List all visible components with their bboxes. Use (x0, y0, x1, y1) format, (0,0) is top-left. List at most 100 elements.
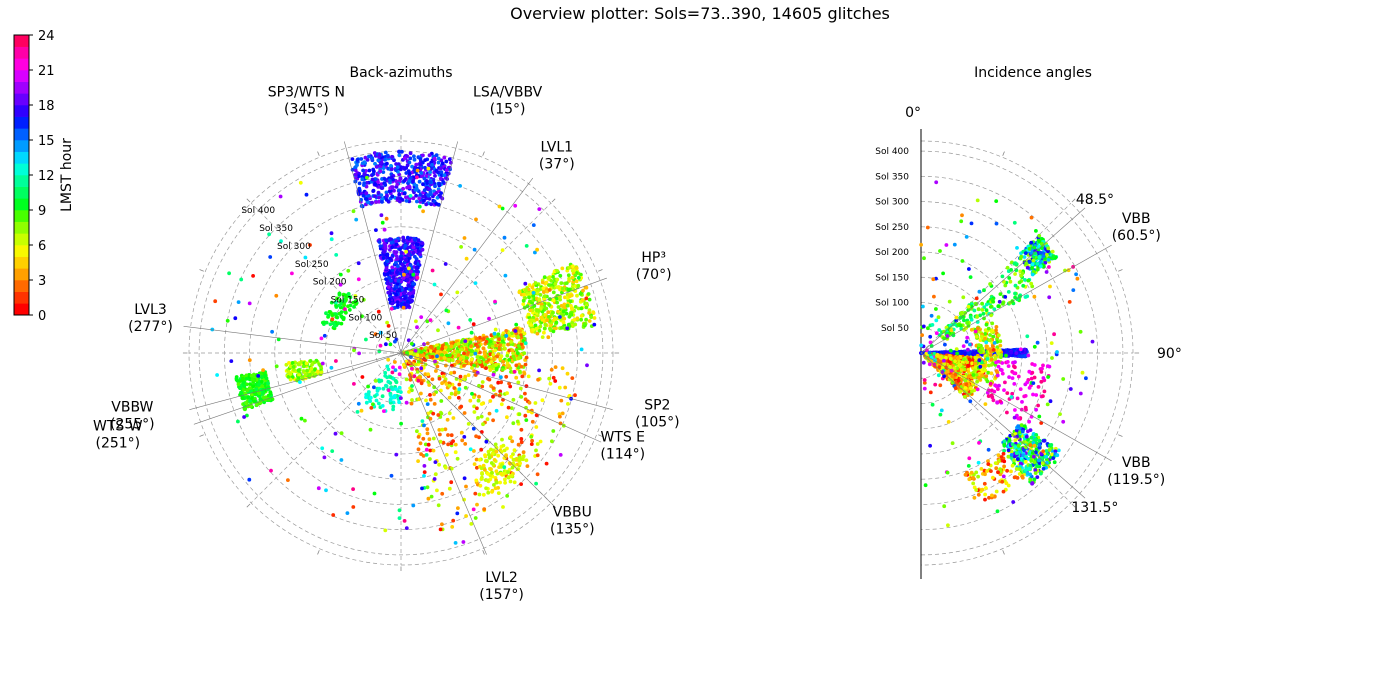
data-point (425, 181, 430, 186)
data-point (440, 371, 445, 376)
data-point (388, 248, 392, 252)
data-point (494, 366, 499, 371)
data-point (435, 195, 440, 200)
data-point (535, 247, 539, 252)
data-point (388, 398, 393, 403)
data-point (503, 480, 507, 485)
data-point (254, 382, 258, 387)
data-point (356, 401, 361, 406)
data-point (482, 507, 487, 511)
data-point (380, 186, 385, 191)
data-point (405, 263, 410, 267)
data-point (458, 357, 463, 361)
data-point (511, 354, 516, 359)
data-point (490, 451, 495, 456)
grid-circle (198, 150, 604, 556)
data-point (397, 516, 402, 520)
data-point (404, 249, 408, 254)
data-point (404, 195, 408, 200)
data-point (390, 265, 395, 270)
data-point (296, 368, 301, 373)
data-point (479, 355, 483, 360)
data-point (559, 304, 564, 308)
data-point (413, 187, 418, 192)
data-point (984, 302, 989, 307)
data-point (440, 161, 445, 166)
data-point (383, 273, 387, 277)
data-point (390, 185, 395, 190)
data-point (475, 355, 480, 359)
data-point (489, 467, 493, 472)
data-point (308, 359, 313, 363)
data-point (487, 452, 491, 457)
data-point (562, 302, 567, 307)
data-point (385, 252, 390, 257)
data-point (1037, 255, 1042, 259)
reference-name: SP2 (644, 398, 670, 414)
data-point (412, 157, 417, 162)
data-point (464, 514, 468, 518)
data-point (498, 357, 503, 361)
data-point (491, 394, 495, 399)
data-point (533, 401, 538, 405)
data-point (378, 343, 383, 348)
data-point (421, 454, 426, 458)
data-point (519, 364, 524, 369)
reference-name: LSA/VBBV (473, 84, 543, 100)
angle-tick (246, 503, 251, 508)
data-point (491, 386, 496, 390)
data-point (410, 398, 414, 402)
data-point (439, 173, 444, 178)
data-point (384, 198, 389, 202)
data-point (404, 199, 409, 203)
data-point (247, 477, 252, 482)
data-point (447, 411, 452, 416)
data-point (383, 183, 388, 187)
data-point (377, 153, 382, 157)
angle-tick (1071, 503, 1076, 508)
data-point (399, 250, 404, 255)
angle-tick (1071, 198, 1076, 203)
data-point (487, 365, 491, 369)
data-point (304, 361, 309, 366)
data-point (385, 375, 390, 380)
data-point (339, 301, 344, 306)
data-point (374, 398, 379, 403)
data-point (522, 371, 527, 376)
colorbar-band (14, 58, 29, 71)
data-point (576, 283, 581, 288)
data-point (434, 202, 439, 206)
data-point (284, 362, 289, 367)
data-point (411, 250, 416, 255)
data-point (488, 368, 493, 372)
data-point (491, 372, 496, 377)
data-point (559, 281, 564, 285)
data-point (355, 157, 360, 162)
data-point (542, 330, 546, 335)
data-point (429, 349, 433, 354)
data-point (507, 348, 512, 353)
data-point (329, 237, 334, 242)
data-point (378, 244, 383, 249)
data-point (405, 274, 410, 278)
data-point (290, 271, 294, 276)
data-point (248, 382, 253, 386)
data-point (384, 342, 388, 347)
data-point (998, 292, 1003, 296)
data-point (531, 223, 536, 228)
data-point (1006, 290, 1011, 294)
colorbar-bands (14, 35, 29, 316)
data-point (474, 217, 478, 222)
data-point (493, 343, 498, 348)
data-point (417, 196, 422, 201)
data-point (530, 285, 535, 290)
data-point (494, 408, 499, 413)
data-point (373, 177, 378, 182)
data-point (554, 296, 559, 301)
reference-line (400, 352, 613, 410)
grid-arc (920, 201, 1073, 505)
data-point (540, 398, 545, 403)
data-point (564, 311, 569, 316)
colorbar-band (14, 210, 29, 222)
data-point (515, 419, 520, 424)
